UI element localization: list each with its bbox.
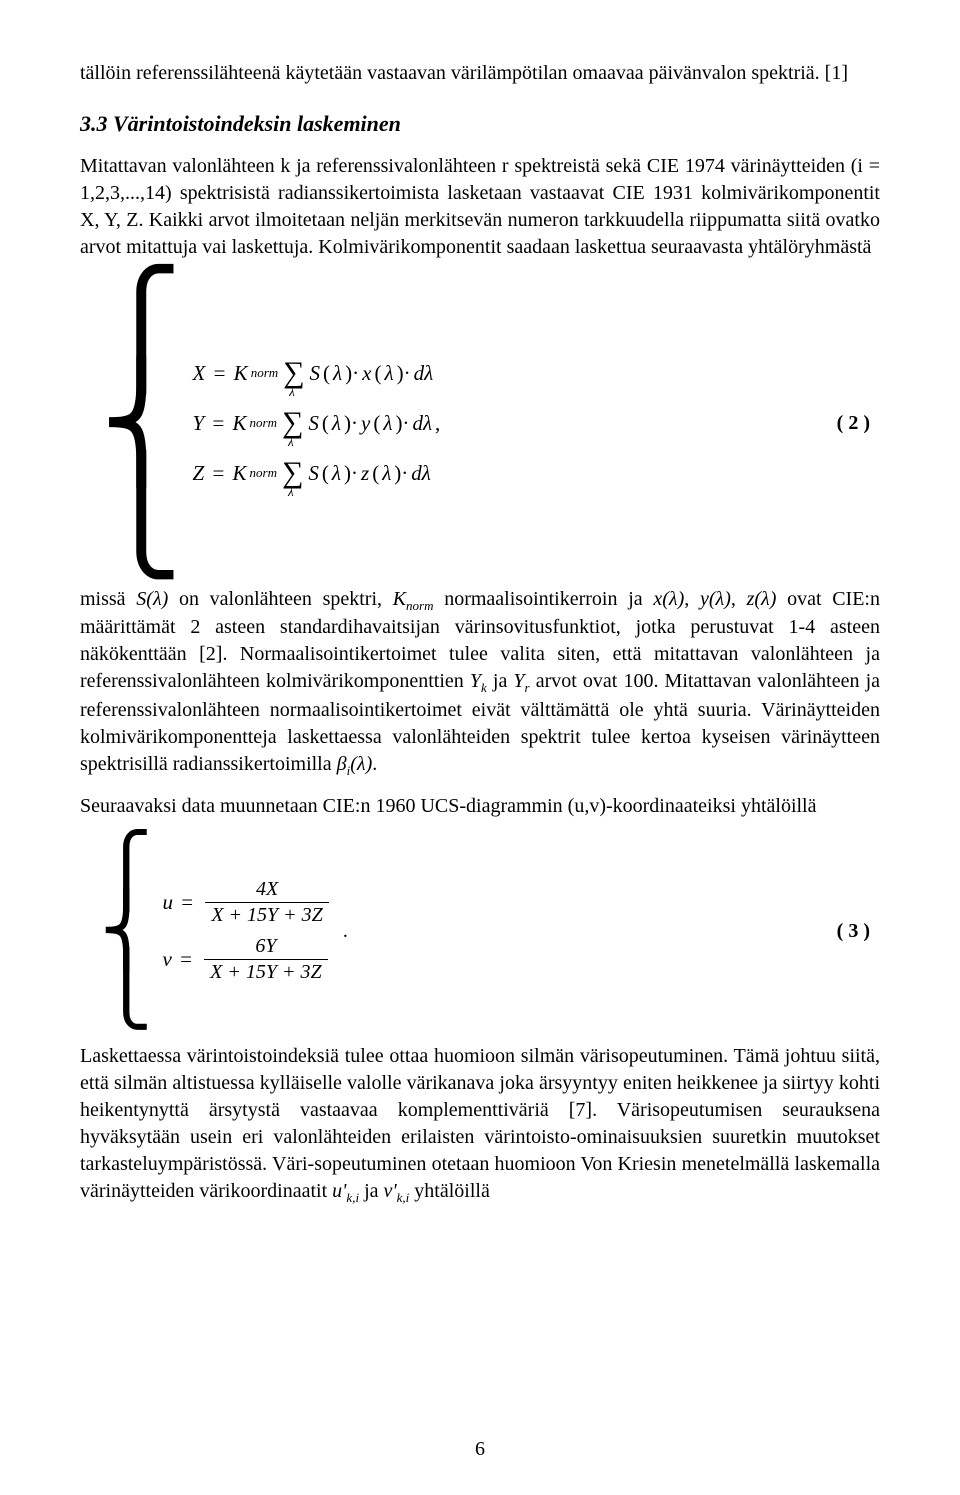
p2-text-b: on valonlähteen spektri, <box>168 588 392 610</box>
left-brace-icon: ⎧⎨⎩ <box>100 842 153 1021</box>
paragraph-1: Mitattavan valonlähteen k ja referenssiv… <box>80 153 880 261</box>
p2-text-e: ja <box>487 670 514 692</box>
equation-3-number: ( 3 ) <box>837 920 880 943</box>
document-page: tällöin referenssilähteenä käytetään vas… <box>0 0 960 1495</box>
symbol-K-norm: Knorm <box>393 588 434 610</box>
paragraph-2: missä S(λ) on valonlähteen spektri, Knor… <box>80 586 880 780</box>
equation-3-block: ⎧⎨⎩ u = 4X X + 15Y + 3Z v = 6Y X + 15 <box>80 842 880 1021</box>
sigma-icon: ∑λ <box>282 456 303 490</box>
p2-text-a: missä <box>80 588 136 610</box>
equation-2-block: ⎧⎨⎩ X = Knorm ∑λ S(λ)·x(λ)·dλ Y = Knorm … <box>80 283 880 564</box>
p4-text-c: yhtälöillä <box>409 1180 490 1202</box>
sigma-icon: ∑λ <box>283 356 304 390</box>
symbol-Yk: Yk <box>470 670 487 692</box>
symbol-x-lambda: x(λ) <box>653 588 684 610</box>
equation-2-line-x: X = Knorm ∑λ S(λ)·x(λ)·dλ <box>193 356 441 390</box>
equation-3-lines: u = 4X X + 15Y + 3Z v = 6Y X + 15Y + 3Z <box>163 877 333 985</box>
equation-2-lines: X = Knorm ∑λ S(λ)·x(λ)·dλ Y = Knorm ∑λ S… <box>193 356 441 490</box>
section-title: 3.3 Värintoistoindeksin laskeminen <box>80 111 880 137</box>
equation-3-content: ⎧⎨⎩ u = 4X X + 15Y + 3Z v = 6Y X + 15 <box>80 842 348 1021</box>
fraction-u: 4X X + 15Y + 3Z <box>205 877 328 928</box>
equation-3-period: . <box>343 920 348 943</box>
equation-2-comma: , <box>435 411 440 436</box>
equation-3-line-u: u = 4X X + 15Y + 3Z <box>163 877 333 928</box>
symbol-z-lambda: z(λ) <box>747 588 777 610</box>
u-numerator: 4X <box>250 877 284 902</box>
equation-3-line-v: v = 6Y X + 15Y + 3Z <box>163 934 333 985</box>
paragraph-3: Seuraavaksi data muunnetaan CIE:n 1960 U… <box>80 793 880 820</box>
sigma-icon: ∑λ <box>282 406 303 440</box>
v-numerator: 6Y <box>249 934 282 959</box>
symbol-y-lambda: y(λ) <box>700 588 731 610</box>
fraction-v: 6Y X + 15Y + 3Z <box>204 934 327 985</box>
v-denominator: X + 15Y + 3Z <box>204 960 327 985</box>
p4-text-a: Laskettaessa värintoistoindeksiä tulee o… <box>80 1045 880 1202</box>
symbol-S-lambda: S(λ) <box>136 588 168 610</box>
paragraph-4: Laskettaessa värintoistoindeksiä tulee o… <box>80 1043 880 1207</box>
left-brace-icon: ⎧⎨⎩ <box>100 283 183 564</box>
p2-text-c: normaalisointikerroin ja <box>434 588 654 610</box>
equation-2-line-z: Z = Knorm ∑λ S(λ)·z(λ)·dλ <box>193 456 441 490</box>
equation-2-line-y: Y = Knorm ∑λ S(λ)·y(λ)·dλ , <box>193 406 441 440</box>
symbol-u-prime-ki: u'k,i <box>332 1180 359 1202</box>
equation-2-number: ( 2 ) <box>837 412 880 435</box>
page-number: 6 <box>475 1438 485 1461</box>
p4-text-b: ja <box>359 1180 383 1202</box>
u-denominator: X + 15Y + 3Z <box>205 903 328 928</box>
intro-text: tällöin referenssilähteenä käytetään vas… <box>80 60 880 87</box>
symbol-v-prime-ki: v'k,i <box>384 1180 410 1202</box>
symbol-Yr: Yr <box>513 670 529 692</box>
equation-2-content: ⎧⎨⎩ X = Knorm ∑λ S(λ)·x(λ)·dλ Y = Knorm … <box>80 283 440 564</box>
symbol-beta-i-lambda: βi(λ) <box>337 753 373 775</box>
p2-text-g: . <box>372 753 377 775</box>
